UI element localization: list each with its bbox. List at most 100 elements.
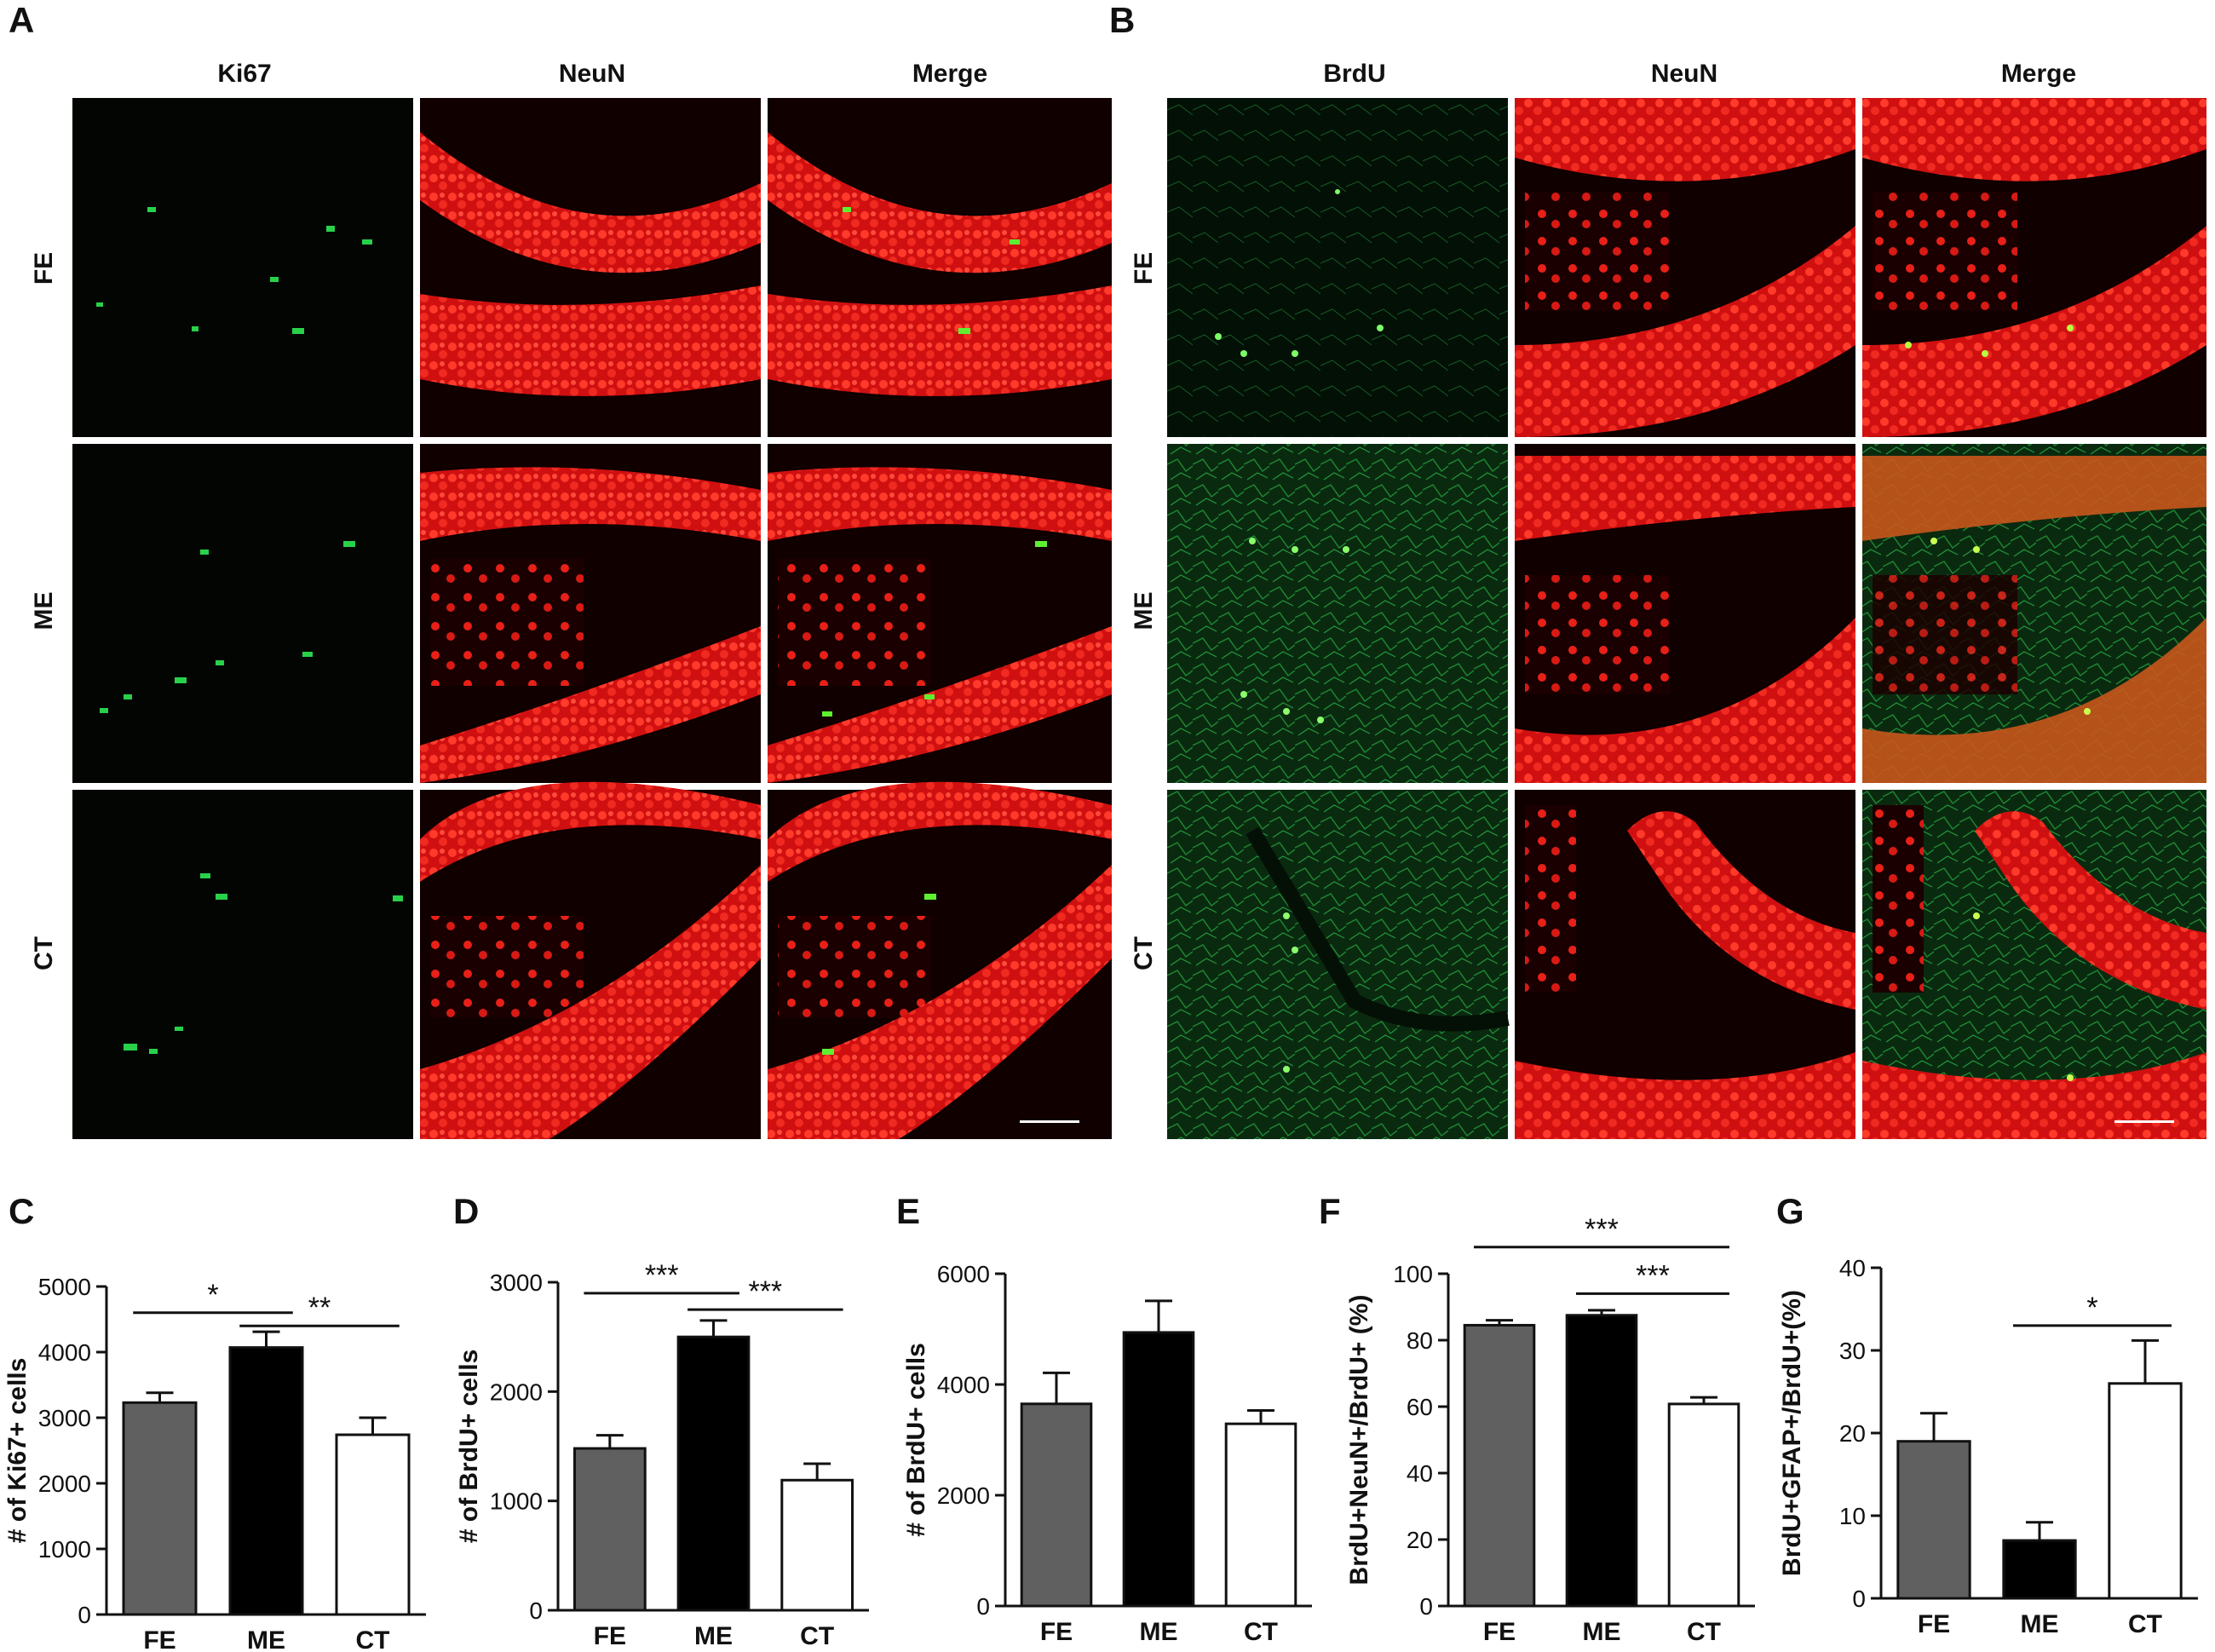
chart-f: 0 20 40 60 80 100 BrdU+NeuN+/BrdU+ (%) FE ME CT **… (1345, 1213, 1755, 1646)
panel-letter-f: F (1319, 1191, 1341, 1231)
chart-E-x-tick-label-fe: FE (1040, 1618, 1073, 1646)
chart-g: 0 10 20 30 40 BrdU+GFAP+/BrdU+(%) FE ME CT * (1778, 1255, 2198, 1638)
panel-letter-b: B (1109, 0, 1136, 40)
panel-a-row-me (72, 444, 1112, 783)
chart-F-significance-label: *** (1636, 1259, 1670, 1292)
panel-b-fe-brdu-image (1167, 98, 1508, 437)
panel-a-row-fe (72, 98, 1112, 437)
chart-F-significance-label: *** (1585, 1213, 1619, 1246)
chart-E-y-tick-label: 2000 (937, 1482, 990, 1509)
panel-b-col-label-neun: NeuN (1650, 60, 1718, 88)
panel-a-col-label-merge: Merge (912, 60, 988, 88)
chart-D-x-tick-label-ct: CT (800, 1622, 834, 1650)
chart-F-y-tick-label: 100 (1393, 1261, 1433, 1287)
chart-C-x-tick-label-ct: CT (356, 1626, 390, 1652)
panel-a-scale-bar (1020, 1120, 1079, 1123)
chart-G-x-tick-label-fe: FE (1918, 1610, 1950, 1638)
panel-a-ct-ki67-image (72, 790, 413, 1139)
chart-C-y-tick-label: 1000 (38, 1536, 91, 1563)
panel-a-row-ct (72, 781, 1112, 1139)
chart-F-y-tick-label: 20 (1407, 1527, 1433, 1553)
chart-c: 0 1000 2000 3000 4000 5000 # of Ki67+ cells FE M… (3, 1274, 426, 1652)
chart-C-y-tick-label: 4000 (38, 1339, 91, 1366)
chart-G-bar-ct (2108, 1382, 2183, 1600)
chart-E-y-tick-label: 6000 (937, 1261, 990, 1287)
chart-E-bar-ct (1224, 1422, 1297, 1608)
chart-F-y-tick-label: 40 (1407, 1460, 1433, 1487)
chart-E-x-tick-label-me: ME (1140, 1618, 1178, 1646)
chart-G-y-tick-label: 20 (1839, 1420, 1866, 1447)
chart-D-x-tick-label-me: ME (694, 1622, 733, 1650)
chart-F-y-tick-label: 0 (1419, 1593, 1433, 1620)
panel-b-row-label-ct: CT (1130, 936, 1158, 970)
chart-E-x-tick-label-ct: CT (1244, 1618, 1278, 1646)
chart-F-y-tick-label: 60 (1407, 1394, 1433, 1420)
chart-D-y-tick-label: 3000 (490, 1269, 543, 1296)
chart-F-y-tick-label: 80 (1407, 1327, 1433, 1354)
chart-G-y-tick-label: 40 (1839, 1255, 1866, 1281)
panel-letter-d: D (453, 1191, 480, 1231)
chart-D-y-label: # of BrdU+ cells (455, 1350, 483, 1544)
chart-C-y-tick-label: 3000 (38, 1405, 91, 1431)
chart-G-significance-label: * (2086, 1292, 2097, 1324)
panel-letter-c: C (9, 1191, 35, 1231)
chart-C-y-tick-label: 5000 (38, 1274, 91, 1300)
chart-E-y-tick-label: 4000 (937, 1372, 990, 1398)
chart-F-x-tick-label-ct: CT (1687, 1618, 1721, 1646)
chart-F-bar-me (1565, 1314, 1638, 1608)
chart-F-y-label: BrdU+NeuN+/BrdU+ (%) (1345, 1295, 1373, 1586)
chart-D-y-tick-label: 1000 (490, 1488, 543, 1515)
chart-E-bar-me (1122, 1331, 1195, 1608)
chart-C-bar-ct (335, 1433, 411, 1616)
panel-b-row-fe (1167, 98, 2206, 437)
panel-a-fe-ki67-image (72, 98, 413, 437)
panel-a-micrograph-grid (72, 98, 1112, 1139)
chart-F-x-tick-label-fe: FE (1483, 1618, 1516, 1646)
chart-C-significance-label: ** (308, 1292, 331, 1324)
panel-a-me-ki67-image (72, 444, 413, 783)
chart-C-x-tick-label-fe: FE (143, 1626, 175, 1652)
chart-D-x-tick-label-fe: FE (594, 1622, 626, 1650)
chart-E-y-label: # of BrdU+ cells (902, 1343, 930, 1537)
panel-letter-e: E (896, 1191, 921, 1231)
chart-C-bar-me (228, 1346, 304, 1616)
chart-F-x-tick-label-me: ME (1583, 1618, 1621, 1646)
panel-b-row-me (1167, 444, 2206, 783)
chart-G-y-tick-label: 0 (1852, 1586, 1866, 1612)
panel-a-col-label-neun: NeuN (558, 60, 626, 88)
chart-D-bar-fe (572, 1447, 647, 1612)
chart-G-y-label: BrdU+GFAP+/BrdU+(%) (1778, 1290, 1806, 1576)
chart-C-y-label: # of Ki67+ cells (3, 1358, 32, 1544)
panel-b-me-brdu-image (1167, 444, 1508, 783)
chart-E-bar-fe (1020, 1402, 1093, 1608)
panel-a-row-label-fe: FE (30, 251, 58, 285)
chart-C-significance-label: * (207, 1279, 218, 1311)
chart-G-x-tick-label-ct: CT (2128, 1610, 2162, 1638)
panel-b-micrograph-grid (1167, 98, 2206, 1139)
chart-D-bar-ct (780, 1478, 854, 1612)
panel-b-col-label-merge: Merge (2000, 60, 2077, 88)
panel-b-row-ct (1167, 790, 2206, 1139)
chart-e: 0 2000 4000 6000 # of BrdU+ cells FE ME CT (902, 1261, 1312, 1646)
chart-D-significance-label: *** (645, 1259, 679, 1292)
panel-a-col-label-ki67: Ki67 (217, 60, 272, 88)
chart-C-y-tick-label: 0 (78, 1602, 91, 1628)
chart-C-x-tick-label-me: ME (247, 1626, 285, 1652)
chart-D-significance-label: *** (748, 1275, 782, 1308)
chart-G-bar-me (2002, 1539, 2077, 1600)
chart-G-x-tick-label-me: ME (2021, 1610, 2059, 1638)
panel-a-row-label-me: ME (30, 591, 58, 630)
chart-F-bar-fe (1463, 1323, 1536, 1608)
chart-D-y-tick-label: 0 (529, 1597, 543, 1624)
panel-b-row-label-fe: FE (1130, 251, 1158, 285)
chart-F-bar-ct (1667, 1402, 1740, 1608)
chart-D-y-tick-label: 2000 (490, 1379, 543, 1405)
chart-C-y-tick-label: 2000 (38, 1471, 91, 1497)
panel-a-row-label-ct: CT (30, 936, 58, 970)
chart-D-bar-me (676, 1335, 751, 1612)
chart-C-bar-fe (122, 1401, 198, 1616)
panel-b-scale-bar (2114, 1120, 2174, 1123)
chart-d: 0 1000 2000 3000 # of BrdU+ cells FE ME CT *** **… (455, 1259, 869, 1650)
panel-b-row-label-me: ME (1130, 591, 1158, 630)
chart-E-y-tick-label: 0 (976, 1593, 990, 1620)
